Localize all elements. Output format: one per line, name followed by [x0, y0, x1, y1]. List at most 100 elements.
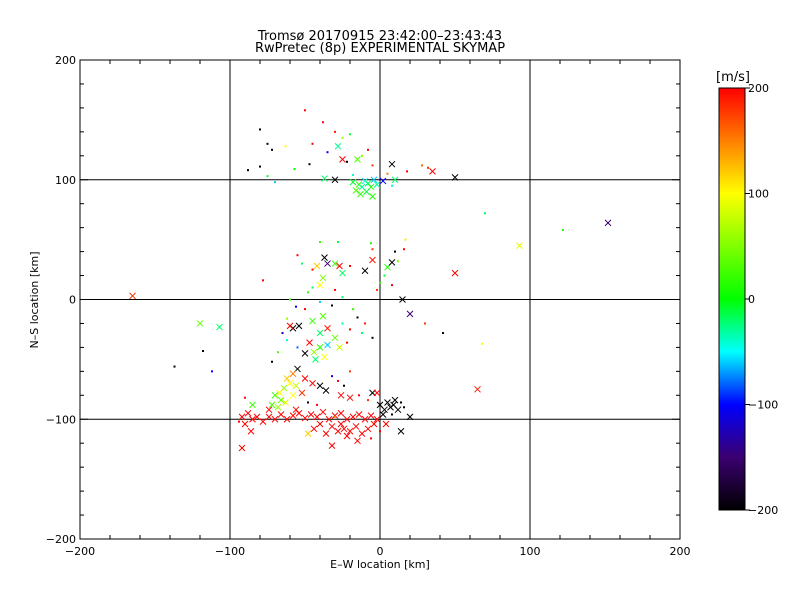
x-axis-label: E–W location [km] — [330, 558, 430, 571]
data-point-dot — [370, 242, 372, 245]
data-point-x — [352, 187, 360, 194]
data-point-x — [336, 262, 343, 270]
data-point-dot — [244, 396, 246, 399]
data-point-dot — [341, 136, 344, 139]
data-point-x — [313, 413, 321, 421]
data-point-dot — [397, 260, 399, 263]
data-point-x — [307, 411, 315, 418]
data-point-dot — [367, 399, 369, 402]
data-point-dot — [337, 241, 339, 244]
data-point-x — [271, 415, 279, 423]
data-point-dot — [308, 163, 311, 166]
data-point-x — [129, 292, 136, 300]
data-point-x — [328, 442, 336, 449]
data-point-x — [604, 219, 612, 227]
data-point-x — [216, 323, 223, 331]
x-tick-labels: −200 −100 0 100 200 — [65, 545, 691, 558]
x-tick-label: −100 — [215, 545, 245, 558]
x-tick-label: 0 — [377, 545, 384, 558]
data-point-x — [322, 430, 330, 437]
data-point-x — [331, 260, 339, 267]
data-point-dot — [286, 317, 288, 320]
data-point-dot — [334, 415, 336, 418]
data-point-x — [474, 385, 481, 393]
data-point-x — [301, 350, 309, 357]
data-point-x — [337, 391, 345, 399]
data-point-dot — [367, 148, 369, 151]
data-point-x — [249, 415, 256, 423]
data-point-x — [289, 370, 297, 378]
colorbar-tick-label: −100 — [748, 399, 778, 412]
data-point-x — [397, 427, 405, 435]
data-point-x — [319, 274, 327, 282]
data-point-dot — [400, 401, 402, 404]
data-point-dot — [403, 406, 405, 409]
data-point-x — [268, 401, 276, 409]
data-point-x — [295, 322, 303, 330]
data-point-dot — [334, 130, 336, 133]
data-point-x — [310, 425, 318, 433]
data-point-x — [361, 415, 369, 423]
data-point-x — [322, 387, 330, 394]
data-point-x — [369, 256, 376, 264]
data-point-dot — [311, 286, 314, 289]
data-point-dot — [349, 370, 351, 373]
data-point-dot — [442, 332, 444, 335]
data-point-dot — [211, 370, 213, 373]
data-point-x — [331, 334, 339, 342]
data-point-dot — [356, 316, 359, 319]
colorbar-tick-label: 100 — [748, 188, 769, 201]
data-point-x — [301, 414, 309, 422]
data-point-x — [306, 339, 313, 346]
data-point-dot — [307, 401, 309, 404]
y-tick-label: −100 — [46, 413, 76, 426]
data-point-x — [384, 399, 391, 406]
y-tick-label: 0 — [69, 294, 76, 307]
colorbar-tick-label: 0 — [748, 293, 755, 306]
data-point-x — [283, 375, 291, 382]
data-point-dot — [394, 250, 396, 253]
data-point-x — [292, 406, 300, 414]
data-point-dot — [370, 437, 372, 440]
data-point-dot — [406, 170, 408, 173]
colorbar-ticks: 200 100 0 −100 −200 — [745, 82, 778, 517]
data-point-x — [391, 396, 399, 404]
data-point-x — [373, 415, 381, 423]
data-point-dot — [293, 167, 296, 170]
data-point-x — [340, 425, 348, 433]
data-point-x — [451, 174, 459, 181]
data-point-dot — [331, 375, 333, 378]
data-point-x — [319, 312, 327, 320]
x-tick-label: 200 — [670, 545, 691, 558]
data-point-x — [379, 177, 387, 185]
data-point-x — [282, 399, 289, 406]
data-point-x — [334, 427, 342, 435]
data-point-dot — [289, 298, 291, 301]
data-point-x — [298, 389, 306, 397]
data-point-x — [286, 379, 294, 387]
data-point-dot — [238, 420, 240, 423]
data-point-dot — [331, 304, 333, 307]
data-point-x — [265, 413, 273, 421]
data-point-x — [346, 394, 354, 402]
data-point-dot — [259, 128, 261, 131]
data-point-x — [283, 415, 291, 423]
data-point-x — [247, 427, 255, 435]
data-point-x — [355, 411, 363, 418]
data-point-x — [292, 382, 300, 390]
data-point-dot — [296, 346, 299, 349]
data-point-dot — [361, 154, 363, 157]
data-point-dot — [266, 175, 269, 178]
data-point-x — [316, 281, 324, 289]
data-point-x — [289, 412, 297, 420]
data-point-x — [253, 413, 261, 421]
y-tick-label: −200 — [46, 533, 76, 546]
data-point-dot — [334, 288, 336, 291]
data-point-dot — [481, 342, 483, 345]
data-point-dot — [304, 109, 306, 112]
data-point-x — [265, 406, 273, 414]
data-point-x — [238, 413, 246, 421]
data-point-x — [358, 430, 366, 437]
data-point-x — [316, 420, 324, 428]
